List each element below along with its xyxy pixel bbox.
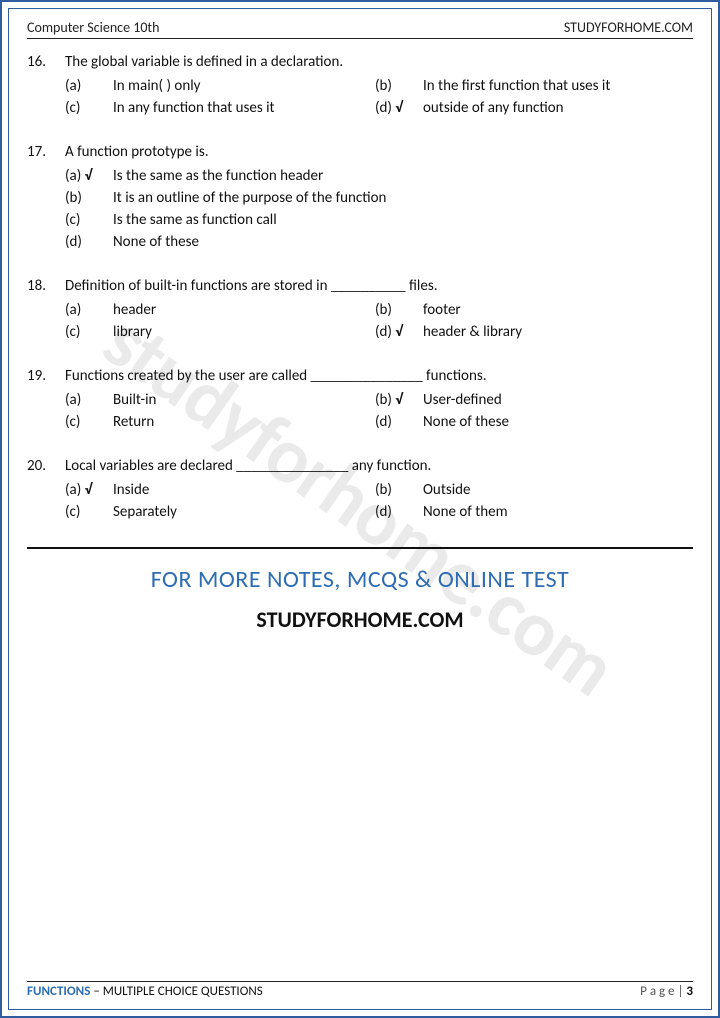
question-text: The global variable is defined in a decl… bbox=[65, 53, 693, 71]
option-text: In any function that uses it bbox=[113, 99, 275, 117]
option: (c)Separately bbox=[65, 503, 375, 521]
page-footer: FUNCTIONS – MULTIPLE CHOICE QUESTIONS P … bbox=[27, 981, 693, 999]
option: (c)Return bbox=[65, 413, 375, 431]
option-text: None of them bbox=[423, 503, 508, 521]
option: (d)None of these bbox=[375, 413, 509, 431]
option: (c)In any function that uses it bbox=[65, 99, 375, 117]
option-text: None of these bbox=[113, 233, 199, 251]
option-text: footer bbox=[423, 301, 461, 319]
option-label: (a) bbox=[65, 391, 113, 409]
check-icon: √ bbox=[85, 481, 92, 499]
option-label: (c) bbox=[65, 503, 113, 521]
option: (a)Built-in bbox=[65, 391, 375, 409]
option-label: (a) √ bbox=[65, 167, 113, 185]
option: (a) √Inside bbox=[65, 481, 375, 499]
option-text: Built-in bbox=[113, 391, 156, 409]
option: (d) √header & library bbox=[375, 323, 522, 341]
option-label: (d) bbox=[375, 503, 423, 521]
footer-left: FUNCTIONS – MULTIPLE CHOICE QUESTIONS bbox=[27, 984, 263, 999]
option: (d)None of them bbox=[375, 503, 508, 521]
option-text: Separately bbox=[113, 503, 177, 521]
option-text: Is the same as function call bbox=[113, 211, 277, 229]
option-text: None of these bbox=[423, 413, 509, 431]
option-text: library bbox=[113, 323, 152, 341]
question-number: 20. bbox=[27, 457, 65, 525]
footer-right: P a g e | 3 bbox=[640, 984, 693, 999]
question-text: Definition of built-in functions are sto… bbox=[65, 277, 693, 295]
option-text: In the first function that uses it bbox=[423, 77, 610, 95]
option: (a) √Is the same as the function header bbox=[65, 167, 693, 185]
option-label: (b) bbox=[375, 301, 423, 319]
option-label: (a) bbox=[65, 77, 113, 95]
option: (a)In main( ) only bbox=[65, 77, 375, 95]
option-label: (d) √ bbox=[375, 323, 423, 341]
option-label: (a) √ bbox=[65, 481, 113, 499]
option-text: It is an outline of the purpose of the f… bbox=[113, 189, 386, 207]
question-number: 16. bbox=[27, 53, 65, 121]
promo-line-1: FOR MORE NOTES, MCQS & ONLINE TEST bbox=[27, 565, 693, 594]
question-number: 17. bbox=[27, 143, 65, 255]
option-label: (d) bbox=[65, 233, 113, 251]
option-text: In main( ) only bbox=[113, 77, 200, 95]
check-icon: √ bbox=[395, 391, 402, 409]
question-number: 19. bbox=[27, 367, 65, 435]
option: (d)None of these bbox=[65, 233, 693, 251]
option-text: Outside bbox=[423, 481, 471, 499]
divider bbox=[27, 547, 693, 549]
option: (b)Outside bbox=[375, 481, 471, 499]
option: (c)Is the same as function call bbox=[65, 211, 693, 229]
question-text: Functions created by the user are called… bbox=[65, 367, 693, 385]
option: (b)It is an outline of the purpose of th… bbox=[65, 189, 693, 207]
option-label: (b) bbox=[65, 189, 113, 207]
option: (a)header bbox=[65, 301, 375, 319]
question-text: Local variables are declared ___________… bbox=[65, 457, 693, 475]
question: 20.Local variables are declared ________… bbox=[27, 457, 693, 525]
option: (c)library bbox=[65, 323, 375, 341]
option-label: (d) bbox=[375, 413, 423, 431]
question: 19.Functions created by the user are cal… bbox=[27, 367, 693, 435]
option-label: (c) bbox=[65, 413, 113, 431]
option-label: (b) √ bbox=[375, 391, 423, 409]
option-text: Is the same as the function header bbox=[113, 167, 323, 185]
check-icon: √ bbox=[85, 167, 92, 185]
option: (d) √outside of any function bbox=[375, 99, 564, 117]
question-text: A function prototype is. bbox=[65, 143, 693, 161]
question: 16.The global variable is defined in a d… bbox=[27, 53, 693, 121]
option-label: (b) bbox=[375, 77, 423, 95]
question: 17.A function prototype is.(a) √Is the s… bbox=[27, 143, 693, 255]
option: (b)footer bbox=[375, 301, 461, 319]
question-number: 18. bbox=[27, 277, 65, 345]
option-label: (c) bbox=[65, 323, 113, 341]
header-right: STUDYFORHOME.COM bbox=[564, 19, 693, 36]
option-text: Inside bbox=[113, 481, 149, 499]
option-text: Return bbox=[113, 413, 154, 431]
option-text: outside of any function bbox=[423, 99, 564, 117]
check-icon: √ bbox=[395, 323, 402, 341]
check-icon: √ bbox=[395, 99, 402, 117]
header-left: Computer Science 10th bbox=[27, 19, 159, 36]
promo-line-2: STUDYFORHOME.COM bbox=[27, 606, 693, 633]
option-label: (c) bbox=[65, 99, 113, 117]
option: (b) √User-defined bbox=[375, 391, 502, 409]
question: 18.Definition of built-in functions are … bbox=[27, 277, 693, 345]
option: (b)In the first function that uses it bbox=[375, 77, 610, 95]
option-label: (d) √ bbox=[375, 99, 423, 117]
option-text: header bbox=[113, 301, 156, 319]
option-label: (b) bbox=[375, 481, 423, 499]
option-text: User-defined bbox=[423, 391, 502, 409]
option-label: (a) bbox=[65, 301, 113, 319]
option-label: (c) bbox=[65, 211, 113, 229]
option-text: header & library bbox=[423, 323, 522, 341]
page-header: Computer Science 10th STUDYFORHOME.COM bbox=[27, 19, 693, 39]
